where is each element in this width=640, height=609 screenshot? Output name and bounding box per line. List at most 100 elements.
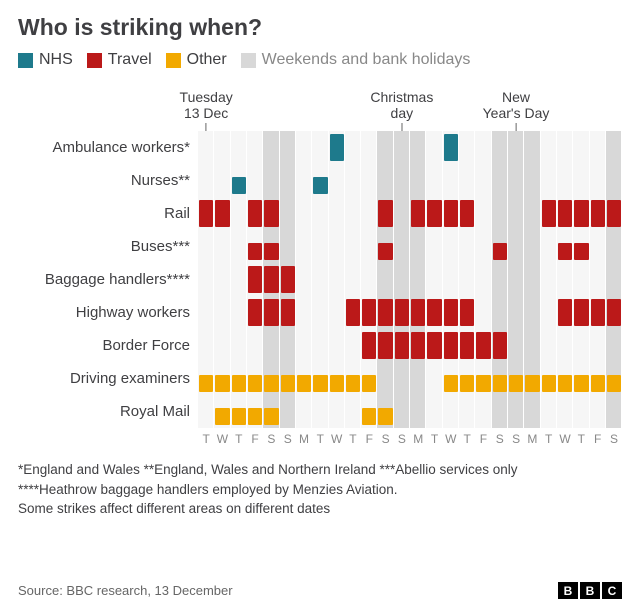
cell [492,296,508,329]
cell [247,296,263,329]
cell [590,329,606,362]
swatch-weekend [241,53,256,68]
strike-bar [313,177,327,194]
cell [524,395,540,428]
strike-bar [411,200,425,227]
day-letter: W [443,432,459,446]
row-label: Driving examiners [18,362,190,395]
cell [345,131,361,164]
day-letter: T [231,432,247,446]
cell [312,263,328,296]
row-label: Ambulance workers* [18,131,190,164]
cell [280,164,296,197]
strike-bar [607,299,621,326]
cell [573,362,589,395]
legend: NHS Travel Other Weekends and bank holid… [18,51,622,69]
cell [394,131,410,164]
cell [426,395,442,428]
cell [312,197,328,230]
cell [214,296,230,329]
cell [231,164,247,197]
cell [410,395,426,428]
legend-label-travel: Travel [108,51,152,69]
bbc-logo-block: B [558,582,578,599]
strike-bar [542,375,556,392]
day-letter: W [329,432,345,446]
cell [606,296,622,329]
cell [231,362,247,395]
cell [410,131,426,164]
date-annotation: Tuesday13 Dec [180,89,233,131]
cell [329,131,345,164]
cell [247,131,263,164]
cell [573,131,589,164]
day-letter: S [280,432,296,446]
strike-bar [264,299,278,326]
cell [345,296,361,329]
cell [312,329,328,362]
cell [573,197,589,230]
chart-row [198,230,622,263]
cell [296,395,312,428]
date-annotation: NewYear's Day [483,89,550,131]
cell [475,362,491,395]
cell [557,296,573,329]
cell [475,230,491,263]
strike-bar [378,243,392,260]
cell [524,329,540,362]
row-label: Nurses** [18,164,190,197]
cell [312,395,328,428]
cell [573,230,589,263]
strike-bar [362,299,376,326]
day-letter: S [492,432,508,446]
cell [590,296,606,329]
strike-bar [427,299,441,326]
cell [606,230,622,263]
day-letter: M [524,432,540,446]
day-letter: F [590,432,606,446]
source-text: Source: BBC research, 13 December [18,583,233,598]
cell [345,197,361,230]
day-letter: W [214,432,230,446]
cell [541,362,557,395]
strike-bar [232,177,246,194]
cell [361,230,377,263]
cell [214,230,230,263]
cell [508,395,524,428]
cell [394,230,410,263]
cell [541,197,557,230]
cell [377,362,393,395]
cell [377,131,393,164]
cell [247,395,263,428]
cell [198,230,214,263]
cell [492,395,508,428]
cell [361,296,377,329]
row-label: Royal Mail [18,395,190,428]
day-axis: TWTFSSMTWTFSSMTWTFSSMTWTFS [198,432,622,446]
cell [459,131,475,164]
strike-bar [232,408,246,425]
strike-bar [591,375,605,392]
cell [214,263,230,296]
cell [296,197,312,230]
cell [345,263,361,296]
swatch-other [166,53,181,68]
chart-grid [198,131,622,428]
cell [329,395,345,428]
cell [524,230,540,263]
day-letter: M [410,432,426,446]
cell [231,230,247,263]
cell [280,329,296,362]
cell [231,395,247,428]
cell [214,131,230,164]
strike-bar [460,332,474,359]
strike-bar [574,299,588,326]
cell [426,164,442,197]
cell [280,395,296,428]
cell [508,263,524,296]
cell [198,329,214,362]
cell [247,329,263,362]
cell [492,197,508,230]
swatch-nhs [18,53,33,68]
row-label: Baggage handlers**** [18,263,190,296]
